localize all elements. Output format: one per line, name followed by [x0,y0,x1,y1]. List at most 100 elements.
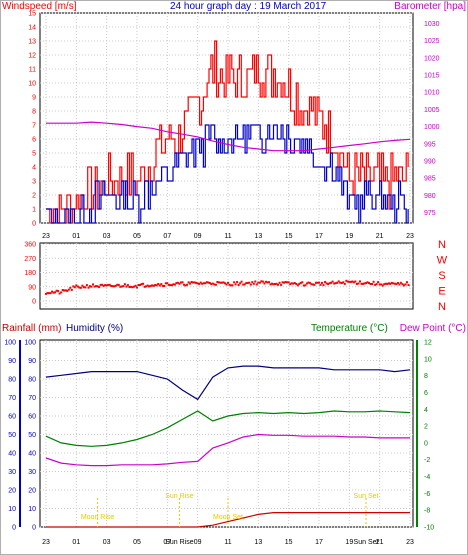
direction-point [193,281,196,284]
series-layer: Moon Rise Sun Rise Moon Set Sun Set [45,40,411,528]
x-tick-label: 13 [254,233,262,240]
direction-point [308,281,311,284]
direction-point [64,289,67,292]
direction-point [54,291,57,294]
direction-point [63,289,66,292]
temperature-y-tick: -10 [424,525,434,532]
graph-title: 24 hour graph day : 19 March 2017 [170,1,327,12]
direction-point [131,286,134,289]
direction-point [192,281,195,284]
rainfall-y-tick: 30 [8,469,16,476]
x-tick-label: 07 [163,233,171,240]
direction-point [111,285,114,288]
direction-point [406,281,408,284]
direction-y-tick: 0 [32,299,36,306]
barometer-y-tick: 1020 [424,55,440,62]
direction-point [237,284,240,286]
direction-point [55,289,58,292]
rainfall-axis-title: Rainfall (mm) [2,323,61,334]
direction-point [255,283,258,286]
direction-point [290,282,293,285]
direction-point [372,280,375,283]
direction-point [334,282,337,285]
humidity-axis-title: Humidity (%) [66,323,123,334]
direction-point [328,282,331,285]
direction-point [123,283,126,286]
barometer-y-tick: 980 [424,193,436,200]
direction-point [346,280,349,283]
direction-point [384,282,387,285]
temperature-y-tick: 0 [424,440,428,447]
direction-point [98,286,101,289]
direction-point [190,281,193,283]
direction-point [245,282,248,285]
x-tick-label: 01 [72,233,80,240]
direction-point [151,284,154,287]
x-tick-label: 11 [224,539,231,546]
direction-point [228,283,231,286]
temperature-y-tick: -2 [424,457,430,464]
direction-point [148,285,151,288]
direction-point [95,285,98,288]
direction-point [337,280,340,283]
temperature-y-tick: 12 [424,340,432,347]
direction-point [51,290,54,293]
direction-point [324,281,327,283]
direction-point [369,283,372,285]
direction-y-tick: 270 [24,256,36,263]
direction-point [210,283,213,286]
direction-point [149,284,152,287]
direction-point [321,281,323,284]
direction-point [183,283,185,286]
temperature-y-tick: -4 [424,474,430,481]
direction-point [134,284,137,287]
barometer-y-tick: 1010 [424,90,440,97]
direction-point [176,281,179,284]
direction-point [102,284,105,287]
direction-point [343,282,346,285]
direction-point [126,284,129,287]
direction-point [48,292,50,295]
dewpoint-line [45,433,410,467]
direction-point [374,283,377,286]
direction-point [310,283,313,286]
barometer-y-tick: 1000 [424,124,440,131]
direction-point [104,284,107,287]
direction-point [196,282,199,285]
direction-point [351,280,354,283]
direction-point [345,279,348,282]
humidity-y-tick: 0 [32,525,36,532]
direction-point [299,281,302,284]
direction-point [371,283,374,285]
direction-point [129,285,132,288]
direction-point [81,284,84,287]
direction-point [289,283,292,286]
direction-y-tick: 360 [24,242,36,249]
direction-point [357,282,360,285]
direction-point [402,284,405,287]
direction-point [202,282,205,285]
dewpoint-axis-title: Dew Point (°C) [400,323,466,334]
rainfall-y-tick: 70 [8,395,16,402]
direction-point [146,284,149,287]
wind-y-tick: 14 [28,25,36,32]
direction-point [222,281,225,284]
direction-point [78,286,81,289]
direction-point [386,283,389,285]
direction-point [366,281,369,284]
direction-point [330,281,333,284]
direction-point [325,282,328,285]
humidity-y-tick: 70 [28,395,36,402]
wind-y-tick: 0 [32,221,36,228]
direction-point [365,282,367,285]
temperature-y-tick: 4 [424,407,428,414]
direction-point [110,285,113,287]
direction-point [298,282,301,285]
barometer-y-tick: 1025 [424,38,440,45]
direction-point [90,285,93,288]
direction-point [157,283,160,285]
direction-point [72,285,75,288]
direction-point [69,286,72,289]
